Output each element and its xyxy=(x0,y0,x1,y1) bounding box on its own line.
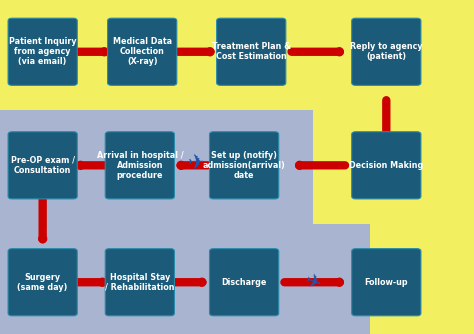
FancyBboxPatch shape xyxy=(108,18,177,86)
Text: Follow-up: Follow-up xyxy=(365,278,408,287)
Text: Patient Inquiry
from agency
(via email): Patient Inquiry from agency (via email) xyxy=(9,37,76,66)
FancyBboxPatch shape xyxy=(8,248,77,316)
Text: Set up (notify)
admission(arrival)
date: Set up (notify) admission(arrival) date xyxy=(203,151,285,180)
FancyBboxPatch shape xyxy=(105,248,174,316)
Text: ✈: ✈ xyxy=(302,271,324,294)
Text: ✈: ✈ xyxy=(188,154,205,174)
Text: Reply to agency
(patient): Reply to agency (patient) xyxy=(350,42,423,61)
FancyBboxPatch shape xyxy=(352,18,421,86)
Bar xyxy=(0,110,313,224)
FancyBboxPatch shape xyxy=(8,18,77,86)
Text: Treatment Plan &
Cost Estimation: Treatment Plan & Cost Estimation xyxy=(212,42,291,61)
Text: Hospital Stay
/ Rehabilitation: Hospital Stay / Rehabilitation xyxy=(105,273,174,292)
FancyBboxPatch shape xyxy=(105,132,174,199)
Text: Pre-OP exam /
Consultation: Pre-OP exam / Consultation xyxy=(10,156,75,175)
Bar xyxy=(0,224,370,334)
FancyBboxPatch shape xyxy=(210,132,279,199)
Text: Surgery
(same day): Surgery (same day) xyxy=(18,273,68,292)
FancyBboxPatch shape xyxy=(217,18,286,86)
Text: Medical Data
Collection
(X-ray): Medical Data Collection (X-ray) xyxy=(113,37,172,66)
Text: Arrival in hospital /
Admission
procedure: Arrival in hospital / Admission procedur… xyxy=(97,151,183,180)
FancyBboxPatch shape xyxy=(352,132,421,199)
Text: Decision Making: Decision Making xyxy=(349,161,423,170)
Text: Discharge: Discharge xyxy=(221,278,267,287)
FancyBboxPatch shape xyxy=(210,248,279,316)
FancyBboxPatch shape xyxy=(8,132,77,199)
FancyBboxPatch shape xyxy=(352,248,421,316)
